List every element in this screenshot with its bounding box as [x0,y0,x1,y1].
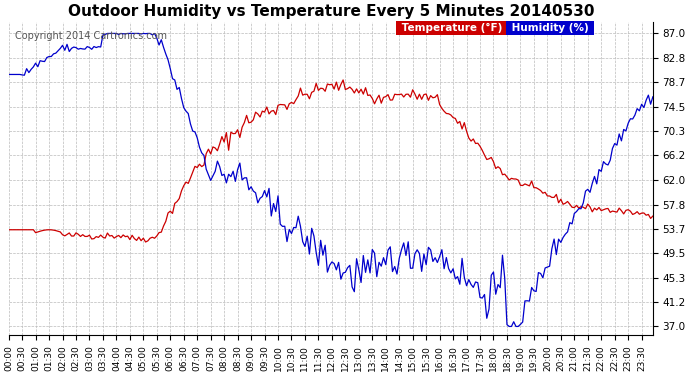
Text: Temperature (°F): Temperature (°F) [398,23,506,33]
Text: Copyright 2014 Cartronics.com: Copyright 2014 Cartronics.com [15,31,167,41]
Text: Humidity (%): Humidity (%) [508,23,592,33]
Title: Outdoor Humidity vs Temperature Every 5 Minutes 20140530: Outdoor Humidity vs Temperature Every 5 … [68,4,594,19]
